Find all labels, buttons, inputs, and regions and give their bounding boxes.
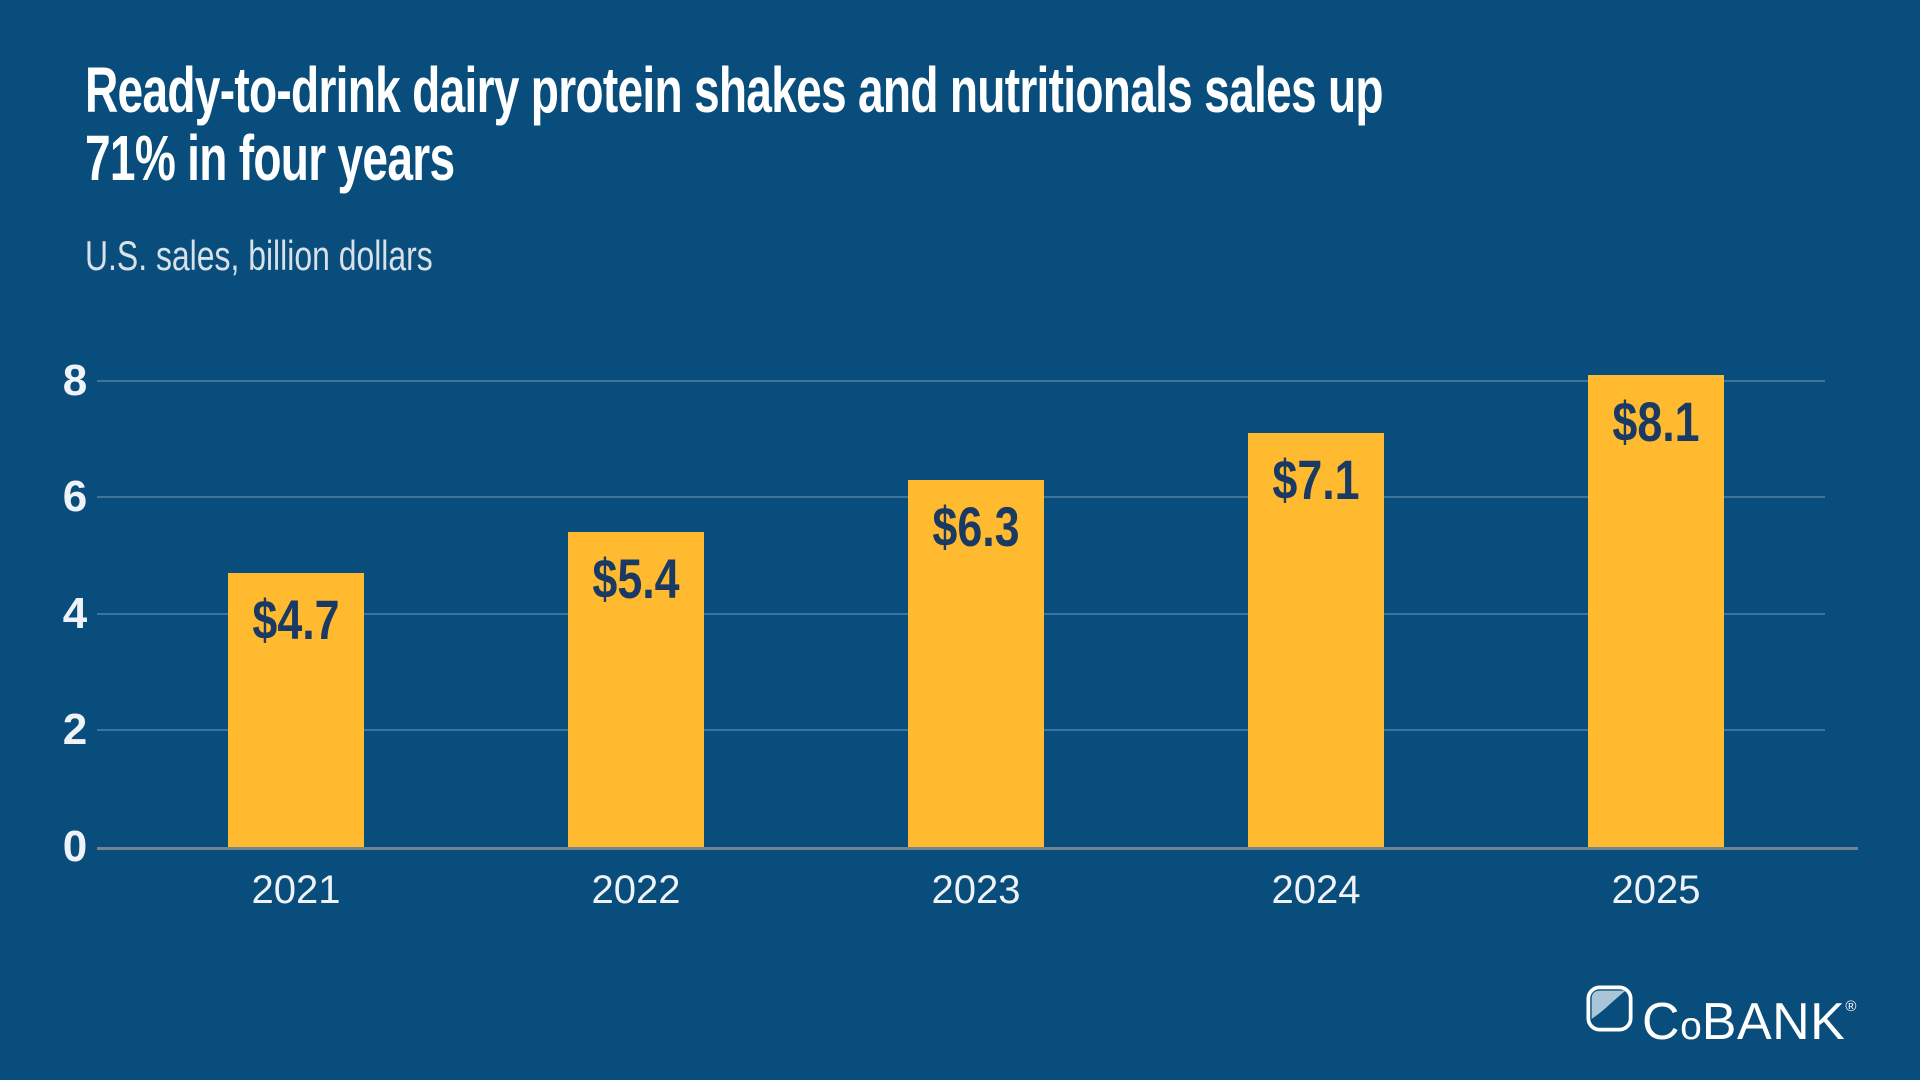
y-axis-tick-label-6: 6 (62, 472, 88, 522)
bar-value-label-2023: $6.3 (932, 495, 1020, 558)
x-axis-tick-label-2022: 2022 (591, 868, 681, 912)
bar-2022: $5.4 (568, 532, 704, 847)
bar-2023: $6.3 (908, 480, 1044, 847)
cobank-logo-icon (1586, 985, 1633, 1032)
x-axis-line (97, 847, 1858, 850)
bar-2021: $4.7 (228, 573, 364, 847)
chart-title: Ready-to-drink dairy protein shakes and … (85, 54, 1384, 194)
x-axis-tick-label-2024: 2024 (1271, 868, 1361, 912)
bar-value-label-2024: $7.1 (1272, 448, 1360, 511)
chart-title-line1: Ready-to-drink dairy protein shakes and … (85, 54, 1384, 126)
chart-title-line2: 71% in four years (85, 122, 455, 194)
bar-value-label-2025: $8.1 (1612, 390, 1700, 453)
bar-value-label-2022: $5.4 (592, 547, 680, 610)
cobank-logo: CoBANK® (1586, 982, 1856, 1060)
y-axis-tick-label-2: 2 (62, 705, 88, 755)
x-axis-tick-label-2023: 2023 (931, 868, 1021, 912)
wordmark-o: o (1680, 1005, 1702, 1048)
cobank-wordmark: CoBANK® (1642, 982, 1856, 1060)
y-axis-tick-label-0: 0 (62, 822, 88, 871)
wordmark-bank: BANK (1701, 993, 1846, 1051)
registered-trademark-icon: ® (1845, 998, 1857, 1015)
bar-2024: $7.1 (1248, 433, 1384, 847)
gridline-y-8 (97, 379, 1825, 382)
x-axis-tick-label-2021: 2021 (251, 868, 341, 912)
bar-value-label-2021: $4.7 (252, 588, 340, 651)
y-axis-tick-label-8: 8 (62, 355, 88, 405)
bar-2025: $8.1 (1588, 375, 1724, 847)
y-axis-tick-label-4: 4 (62, 588, 88, 638)
chart-subtitle: U.S. sales, billion dollars (85, 232, 433, 279)
x-axis-tick-label-2025: 2025 (1611, 868, 1701, 912)
wordmark-c: C (1642, 993, 1681, 1051)
